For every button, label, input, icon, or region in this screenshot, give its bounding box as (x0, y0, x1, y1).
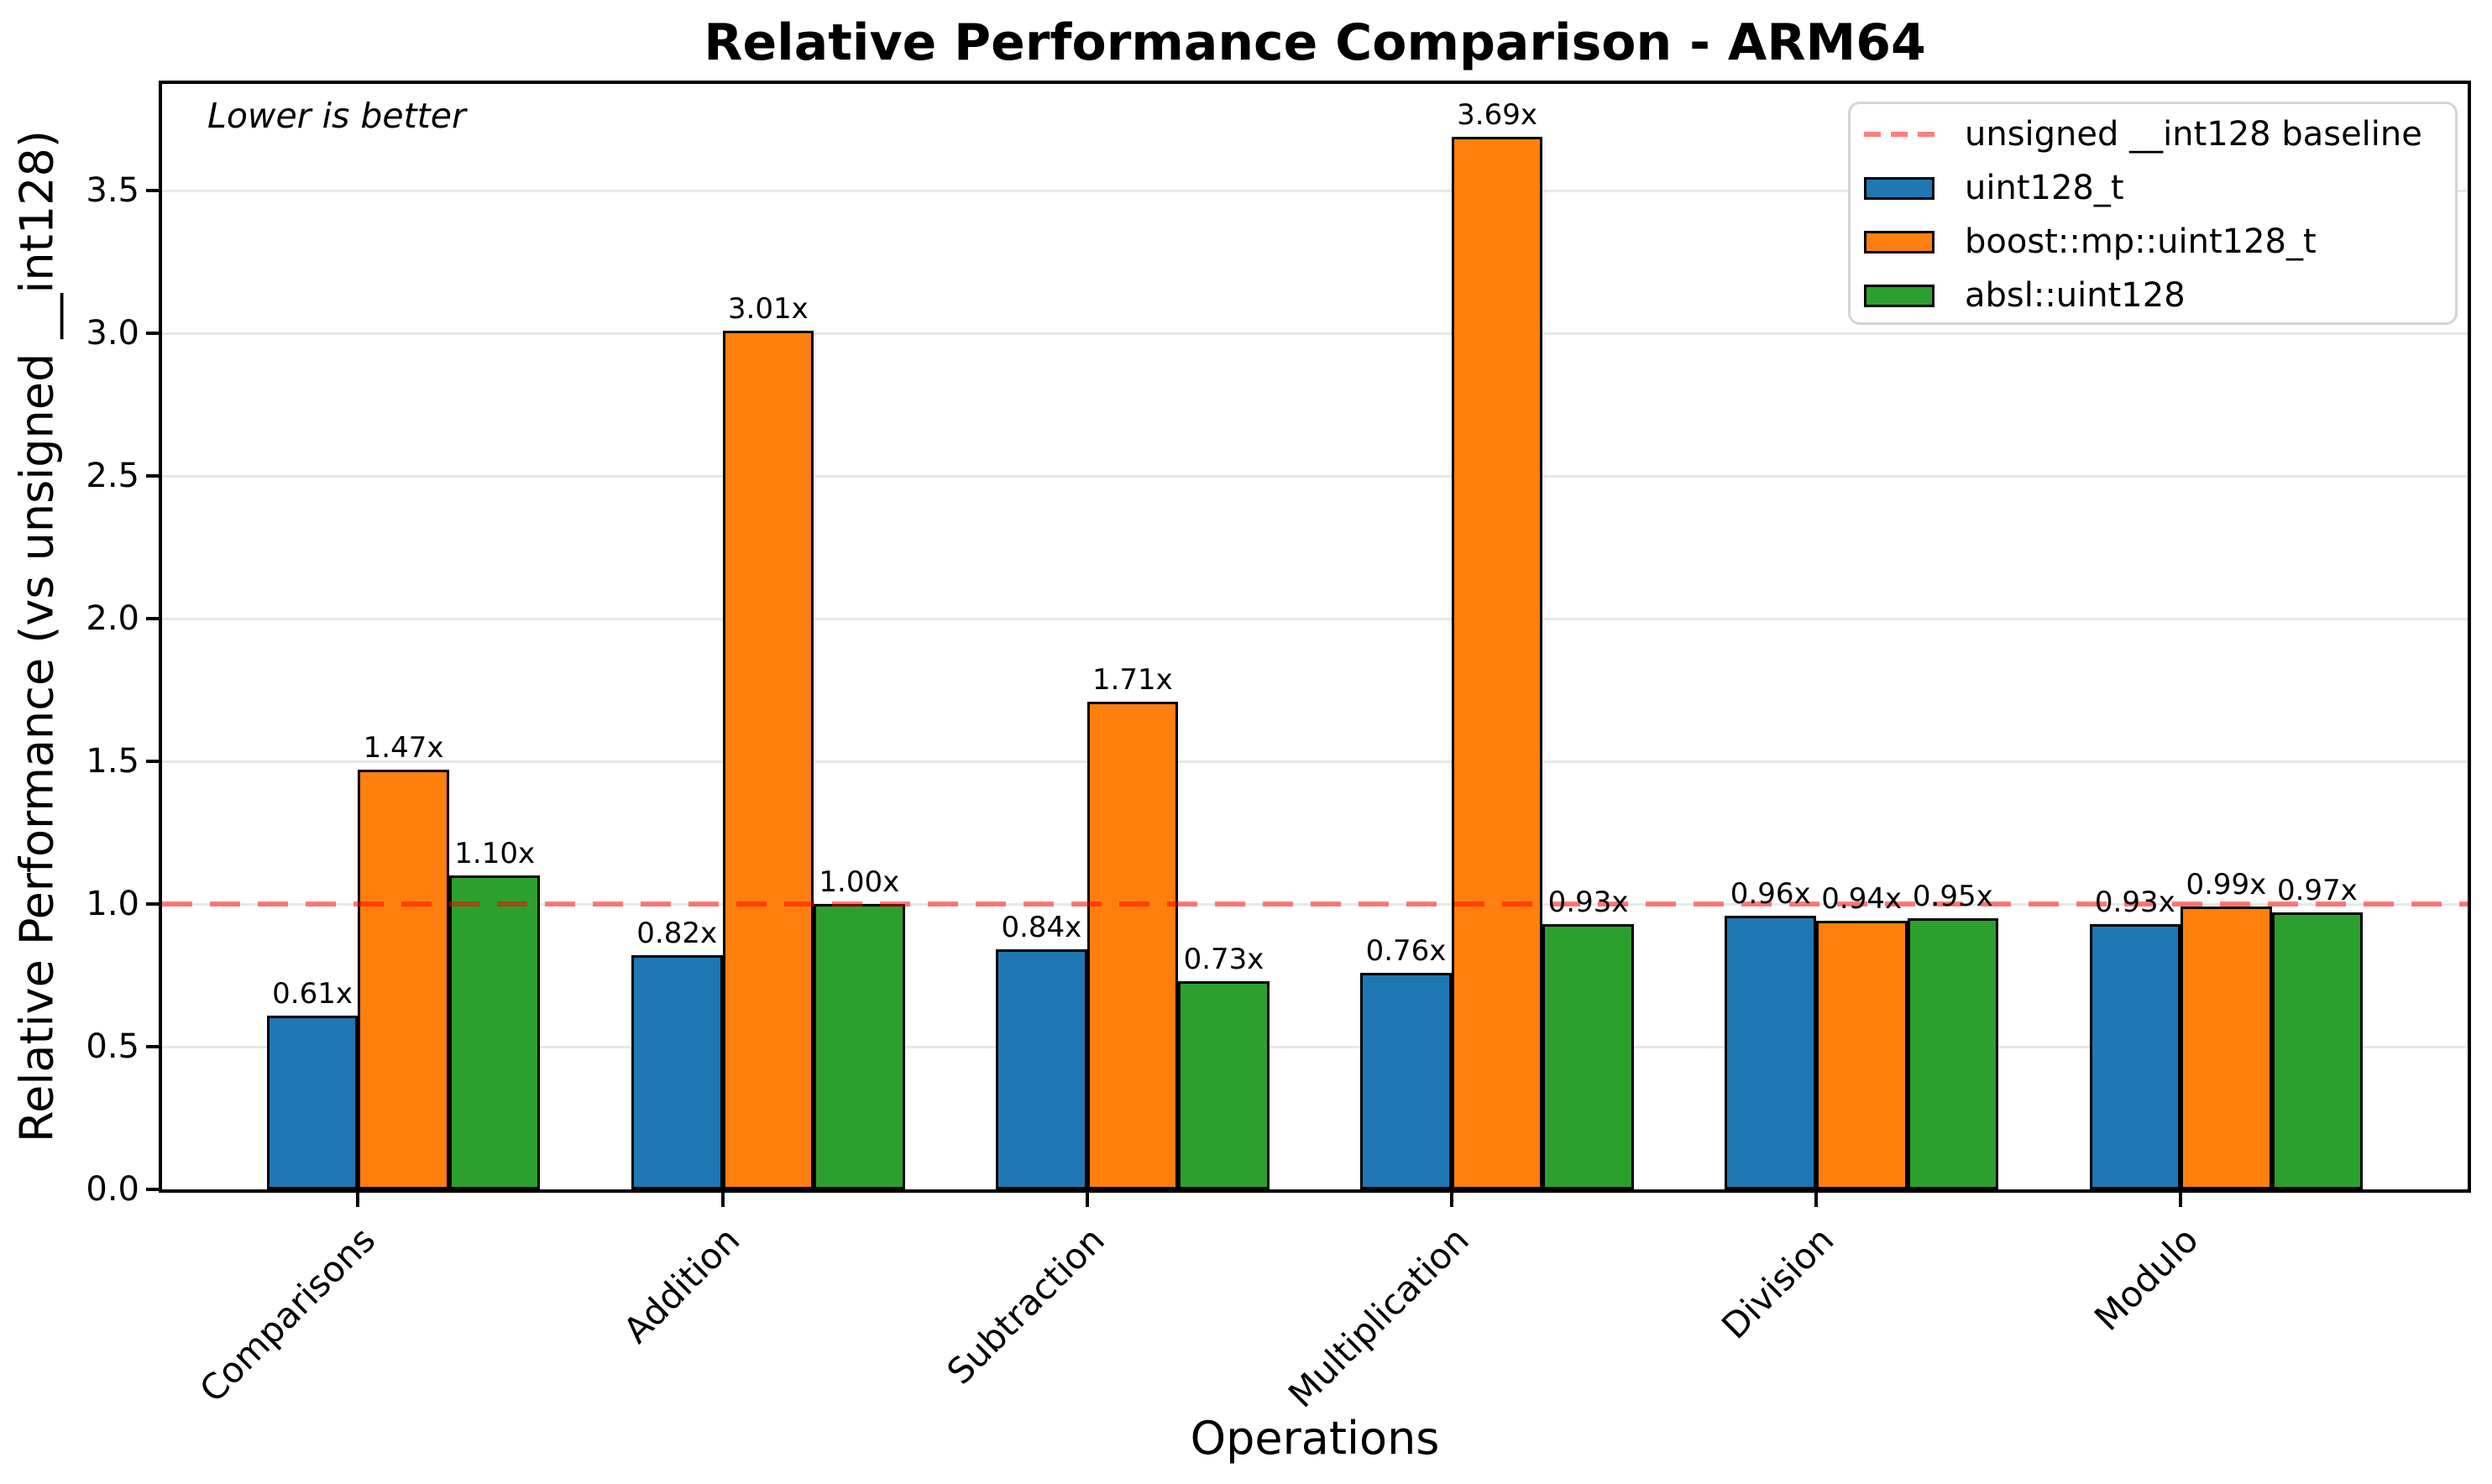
bar-boost::mp::uint128_t-Addition (722, 330, 814, 1189)
bar-absl::uint128-Modulo (2271, 912, 2364, 1189)
x-tick (2179, 1193, 2183, 1207)
x-tick-label-Multiplication: Multiplication (1280, 1219, 1477, 1416)
y-tick-label: 0.0 (86, 1170, 139, 1209)
x-tick-label-Addition: Addition (615, 1219, 748, 1351)
bar-value-label: 1.71x (1092, 662, 1173, 697)
bar-value-label: 3.01x (727, 291, 809, 326)
bar-uint128_t-Comparisons (266, 1015, 359, 1189)
bar-value-label: 0.94x (1821, 882, 1903, 917)
gridline (162, 189, 2468, 192)
bar-value-label: 0.93x (2094, 885, 2175, 919)
legend-item-baseline: unsigned __int128 baseline (1851, 107, 2455, 161)
x-axis-label: Operations (1190, 1412, 1440, 1465)
blue-swatch-icon (1864, 176, 1934, 200)
y-tick (146, 332, 160, 336)
y-tick (146, 474, 160, 478)
bar-value-label: 1.00x (819, 865, 900, 899)
gridline (162, 617, 2468, 620)
x-tick (1814, 1193, 1818, 1207)
bar-boost::mp::uint128_t-Subtraction (1086, 701, 1179, 1189)
x-tick (356, 1193, 360, 1207)
gridline (162, 332, 2468, 335)
x-tick-label-Comparisons: Comparisons (191, 1219, 384, 1411)
bar-uint128_t-Modulo (2089, 923, 2181, 1189)
dashed-line-icon (1864, 132, 1934, 137)
bar-boost::mp::uint128_t-Division (1816, 921, 1908, 1189)
bar-uint128_t-Subtraction (996, 949, 1087, 1189)
bar-boost::mp::uint128_t-Modulo (2180, 907, 2272, 1189)
bar-value-label: 0.84x (1001, 911, 1082, 945)
legend: unsigned __int128 baseline uint128_t boo… (1848, 102, 2458, 325)
x-tick-label-Division: Division (1713, 1219, 1841, 1347)
legend-label: unsigned __int128 baseline (1965, 115, 2422, 154)
x-tick-label-Subtraction: Subtraction (939, 1219, 1112, 1393)
bar-uint128_t-Multiplication (1360, 972, 1452, 1189)
legend-item-uint128_t: uint128_t (1851, 161, 2455, 215)
y-tick (146, 902, 160, 906)
bar-value-label: 3.69x (1457, 97, 1537, 132)
y-tick (146, 617, 160, 621)
gridline (162, 474, 2468, 478)
y-tick (146, 1188, 160, 1191)
bar-value-label: 0.93x (1547, 885, 1629, 919)
x-tick (1449, 1193, 1453, 1207)
y-axis-label: Relative Performance (vs unsigned __int1… (10, 130, 64, 1142)
chart-title: Relative Performance Comparison - ARM64 (704, 13, 1926, 72)
legend-item-boost: boost::mp::uint128_t (1851, 215, 2455, 269)
x-tick-label-Modulo: Modulo (2086, 1219, 2207, 1339)
x-tick (1085, 1193, 1089, 1207)
bar-value-label: 0.97x (2276, 874, 2358, 908)
legend-label: boost::mp::uint128_t (1965, 222, 2317, 261)
y-tick (146, 189, 160, 193)
bar-value-label: 0.73x (1183, 942, 1264, 976)
bar-absl::uint128-Multiplication (1542, 923, 1634, 1189)
bar-value-label: 1.10x (454, 837, 536, 870)
lower-is-better-annotation: Lower is better (207, 96, 466, 136)
bar-value-label: 0.96x (1730, 876, 1811, 911)
bar-absl::uint128-Division (1907, 918, 1998, 1189)
bar-boost::mp::uint128_t-Multiplication (1451, 136, 1543, 1189)
bar-value-label: 0.99x (2186, 868, 2267, 902)
bar-uint128_t-Division (1725, 915, 1816, 1189)
orange-swatch-icon (1864, 230, 1934, 253)
bar-absl::uint128-Subtraction (1178, 980, 1270, 1189)
plot-area: 0.61x 0.82x 0.84x 0.76x 0.96x 0.93x 1.47x 3.01x… (162, 84, 2468, 1189)
bar-absl::uint128-Comparisons (448, 875, 541, 1189)
legend-label: absl::uint128 (1965, 276, 2186, 315)
bar-value-label: 1.47x (363, 731, 444, 766)
bar-uint128_t-Addition (631, 955, 723, 1189)
gridline (162, 760, 2468, 763)
bar-value-label: 0.95x (1912, 880, 1993, 913)
y-tick (146, 760, 160, 764)
bar-value-label: 0.76x (1365, 933, 1447, 968)
bar-value-label: 0.82x (636, 917, 718, 951)
bar-absl::uint128-Addition (814, 904, 905, 1189)
y-tick (146, 1045, 160, 1048)
x-tick (720, 1193, 725, 1207)
green-swatch-icon (1864, 284, 1934, 307)
baseline-dashed-line (162, 901, 2468, 907)
legend-item-absl: absl::uint128 (1851, 269, 2455, 322)
bar-value-label: 0.61x (272, 976, 353, 1011)
bar-boost::mp::uint128_t-Comparisons (358, 770, 449, 1189)
legend-label: uint128_t (1965, 169, 2124, 207)
gridline (162, 1045, 2468, 1048)
